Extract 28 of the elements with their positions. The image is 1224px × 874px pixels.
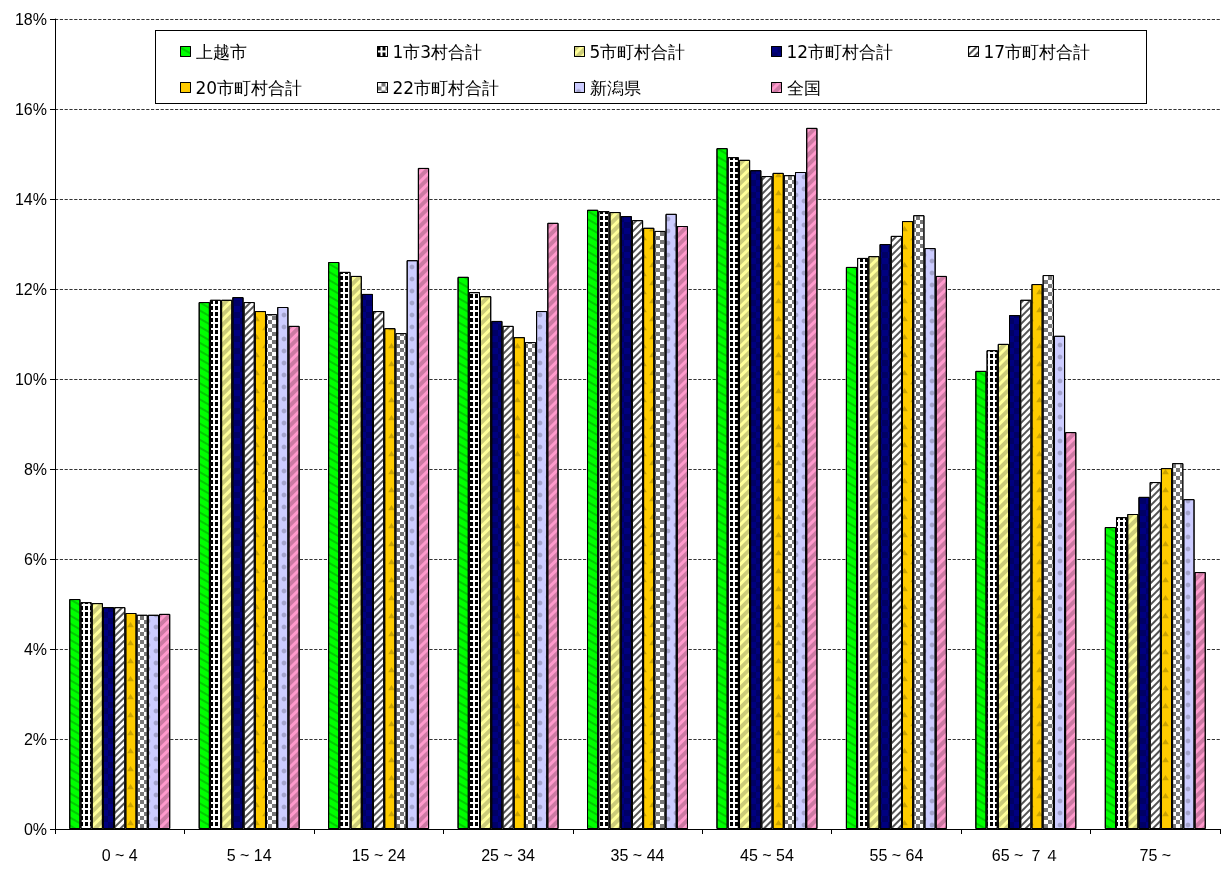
x-tick-label: 45 ~ 54 xyxy=(740,846,794,864)
x-tick-label: 15 ~ 24 xyxy=(351,846,406,864)
legend-label: 22市町村合計 xyxy=(392,77,500,98)
legend-label: 上越市 xyxy=(195,41,247,62)
legend-label: 17市町村合計 xyxy=(983,41,1091,62)
y-tick-label: 14% xyxy=(14,190,47,208)
legend-label: 20市町村合計 xyxy=(195,77,303,98)
y-tick-label: 8% xyxy=(23,460,47,478)
legend-label: 12市町村合計 xyxy=(786,41,894,62)
x-tick-label: 75 ~ xyxy=(1139,846,1172,864)
y-tick-label: 10% xyxy=(14,370,47,388)
x-tick-label: 55 ~ 64 xyxy=(869,846,924,864)
legend-label: 新潟県 xyxy=(589,77,641,98)
x-tick-label: 5 ~ 14 xyxy=(226,846,272,864)
y-tick-label: 18% xyxy=(14,10,47,28)
y-tick-label: 6% xyxy=(23,550,47,568)
y-tick-label: 0% xyxy=(23,820,47,838)
x-tick-label: 35 ~ 44 xyxy=(610,846,665,864)
y-tick-label: 16% xyxy=(14,100,47,118)
y-tick-label: 12% xyxy=(14,280,47,298)
x-tick-label: 0 ~ 4 xyxy=(101,846,138,864)
x-tick-label: 65 ~ ７４ xyxy=(991,846,1060,864)
legend-label: 5市町村合計 xyxy=(589,41,686,62)
y-tick-label: 4% xyxy=(23,640,47,658)
legend-label: 全国 xyxy=(786,77,821,98)
y-tick-label: 2% xyxy=(23,730,47,748)
x-tick-label: 25 ~ 34 xyxy=(481,846,536,864)
legend-label: 1市3村合計 xyxy=(392,41,483,62)
